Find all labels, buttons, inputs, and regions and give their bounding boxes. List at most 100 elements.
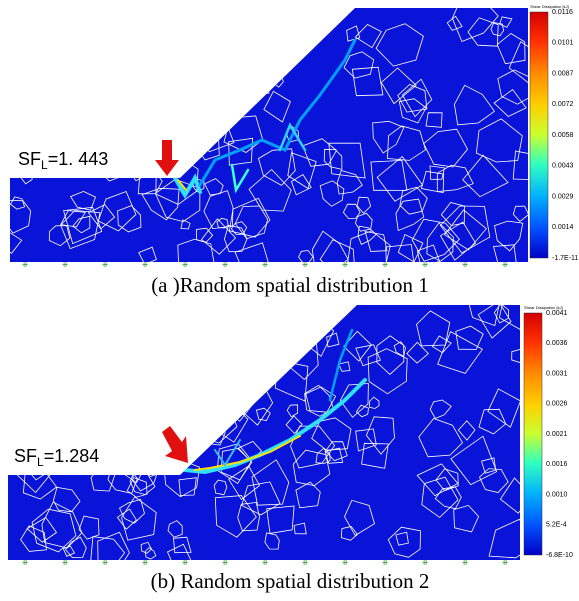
colorbar-tick-label: 0.0031 — [546, 370, 568, 377]
rock — [49, 388, 90, 424]
rock — [375, 23, 424, 67]
rock — [376, 156, 424, 202]
rock — [467, 305, 500, 327]
rock — [10, 231, 23, 254]
rock — [260, 16, 274, 28]
rock — [172, 91, 214, 126]
rock — [480, 457, 497, 474]
boundary-marker: ⧺ — [462, 558, 469, 567]
rock — [124, 50, 138, 64]
rock — [499, 477, 520, 514]
rock — [344, 499, 375, 536]
rock — [319, 239, 356, 262]
rock — [60, 209, 101, 250]
sf-symbol: SF — [18, 149, 41, 169]
rock — [43, 66, 81, 110]
rock — [141, 187, 180, 221]
rock — [118, 498, 145, 524]
boundary-marker: ⧺ — [182, 558, 189, 567]
rock — [453, 504, 480, 533]
rock — [144, 547, 157, 560]
rock — [340, 526, 358, 541]
rock — [10, 71, 41, 98]
rock — [131, 342, 164, 377]
rock — [453, 84, 495, 126]
rock — [80, 101, 125, 147]
rock — [60, 210, 86, 228]
rock — [387, 125, 426, 161]
rock — [26, 516, 58, 543]
rock — [262, 23, 291, 55]
rock — [302, 138, 338, 167]
rock — [429, 399, 452, 420]
rock — [116, 136, 136, 162]
rock — [8, 305, 25, 326]
rock — [74, 332, 112, 367]
rock — [187, 73, 223, 109]
rock — [361, 442, 389, 469]
rock — [395, 198, 425, 232]
boundary-marker: ⧺ — [102, 260, 109, 269]
rock — [216, 217, 229, 229]
rock — [25, 400, 65, 446]
rock — [228, 197, 271, 238]
rock — [73, 10, 104, 34]
rock — [357, 225, 377, 245]
rock — [467, 17, 499, 47]
rock — [72, 215, 91, 234]
rock — [63, 206, 103, 245]
rock — [87, 387, 113, 410]
rock — [192, 112, 213, 136]
rock — [455, 325, 484, 350]
colorbar-tick-label: 0.0036 — [546, 340, 568, 347]
rock — [423, 128, 468, 168]
rock — [178, 477, 197, 496]
rock — [119, 371, 132, 385]
rock — [264, 532, 280, 550]
rock — [201, 218, 237, 255]
colorbar-tick-label: 0.0041 — [546, 310, 568, 317]
rock — [41, 501, 83, 549]
rock — [64, 536, 87, 559]
rock — [138, 246, 157, 262]
rock — [147, 18, 174, 40]
boundary-marker: ⧺ — [382, 260, 389, 269]
rock — [99, 305, 113, 314]
rock — [326, 332, 340, 348]
rock — [439, 221, 477, 261]
rock — [29, 63, 66, 95]
boundary-marker: ⧺ — [422, 260, 429, 269]
rock — [138, 137, 167, 165]
colorbar-tick-label: 0.0010 — [546, 491, 568, 498]
rock — [213, 479, 228, 496]
rock — [372, 120, 405, 154]
rock — [74, 395, 100, 423]
rock — [477, 305, 512, 339]
rock — [319, 180, 345, 207]
rock — [10, 199, 32, 234]
rock — [416, 244, 441, 262]
colorbar-tick-label: 0.0014 — [552, 224, 574, 231]
rock — [140, 102, 191, 143]
rock — [240, 59, 270, 98]
rock — [253, 306, 267, 318]
boundary-marker: ⧺ — [62, 260, 69, 269]
rock — [426, 222, 454, 262]
rock — [416, 310, 451, 347]
arrow — [155, 140, 179, 176]
sf-subscript: L — [41, 158, 48, 172]
caption: (b) Random spatial distribution 2 — [151, 569, 430, 593]
rock — [494, 220, 524, 252]
boundary-marker: ⧺ — [422, 558, 429, 567]
rock — [324, 447, 344, 464]
rock — [355, 344, 381, 367]
colorbar-title: Shear Dissipation [kJ] — [530, 4, 569, 9]
rock — [258, 148, 296, 186]
rock — [315, 448, 331, 464]
rock — [311, 230, 349, 262]
rock — [114, 83, 155, 128]
rock — [173, 536, 192, 554]
rock — [87, 204, 116, 230]
rock — [275, 29, 301, 53]
